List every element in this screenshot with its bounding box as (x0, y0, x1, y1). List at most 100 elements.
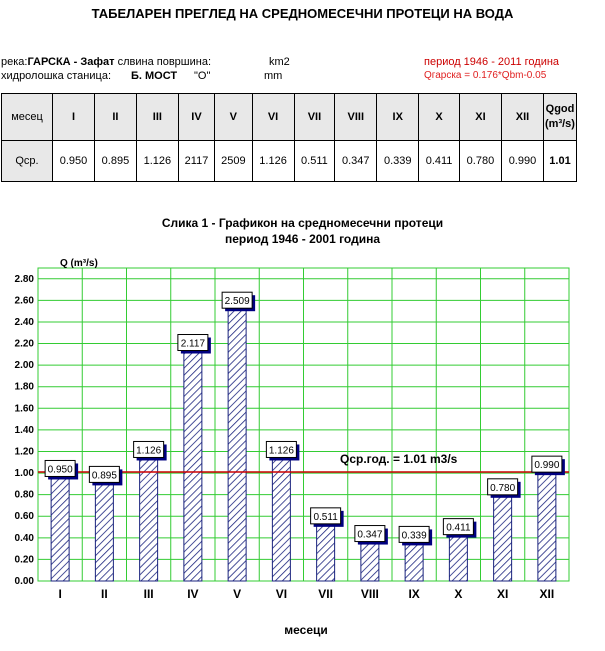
page-title: ТАБЕЛАРЕН ПРЕГЛЕД НА СРЕДНОМЕСЕЧНИ ПРОТЕ… (91, 6, 514, 21)
data-label: 1.126 (269, 445, 294, 456)
data-label: 0.895 (92, 470, 117, 481)
y-tick-label: 1.80 (15, 382, 35, 393)
y-tick-label: 0.00 (15, 576, 35, 587)
x-tick-label: XI (497, 587, 508, 601)
value-cell: 2117 (177, 140, 216, 182)
data-label: 0.511 (313, 512, 338, 523)
bar (227, 309, 247, 582)
y-tick-label: 1.40 (15, 425, 35, 436)
x-tick-label: IX (408, 587, 419, 601)
data-label-box (88, 465, 120, 483)
data-label: 1.126 (136, 445, 161, 456)
station-code: "O" (194, 70, 211, 82)
bar (50, 477, 70, 582)
y-tick-label: 2.00 (15, 360, 35, 371)
month-header-IV: IV (177, 93, 216, 141)
data-label: 0.990 (534, 460, 559, 471)
table-header-row: месец I II III IV V VI VII VIII IX X XI … (1, 93, 577, 141)
data-label-box (442, 518, 474, 536)
y-tick-label: 0.20 (15, 554, 35, 565)
x-axis-label: месеци (284, 623, 328, 637)
x-tick-label: VIII (361, 587, 379, 601)
x-tick-label: X (454, 587, 462, 601)
value-cell: 0.411 (418, 140, 460, 182)
bars (50, 309, 557, 582)
data-label: 0.339 (402, 530, 427, 541)
month-header-XII: XII (500, 93, 545, 141)
x-tick-label: VII (318, 587, 333, 601)
data-label-box (398, 525, 430, 543)
y-tick-label: 1.20 (15, 446, 35, 457)
x-tick-label: VI (276, 587, 287, 601)
reference-label: Qср.год. = 1.01 m3/s (340, 452, 458, 466)
data-label-box (44, 459, 76, 477)
bar (537, 473, 557, 582)
table-value-row: Qср. 0.950 0.895 1.126 2117 2509 1.126 0… (1, 140, 577, 182)
x-tick-label: V (233, 587, 241, 601)
annual-header-line1: Qgod (545, 103, 575, 115)
station-name: Б. МОСТ (131, 70, 178, 82)
data-label: 2.509 (225, 296, 250, 307)
data-label: 0.950 (48, 464, 73, 475)
data-labels: 0.950 0.895 1.126 2.117 2.509 1.126 0.511 0.347… (44, 291, 565, 546)
month-header-VII: VII (293, 93, 336, 141)
x-tick-label: XII (540, 587, 555, 601)
data-label-box (487, 478, 519, 496)
month-header-I: I (52, 93, 95, 141)
river-name: ГАРСКА - Зафат (27, 56, 115, 68)
y-tick-label: 0.40 (15, 533, 35, 544)
month-header-V: V (214, 93, 253, 141)
value-cell: 0.347 (334, 140, 378, 182)
station-label: хидролошка станица: (1, 70, 111, 82)
value-cell: 0.339 (376, 140, 420, 182)
month-header-II: II (93, 93, 137, 141)
value-cell: 0.780 (458, 140, 502, 182)
chart-caption-1: Слика 1 - Графикон на средномесечни прот… (161, 216, 444, 230)
annual-value-cell: 1.01 (543, 140, 577, 182)
reference: Qср.год. = 1.01 m3/s (38, 452, 569, 473)
data-label-box (354, 525, 386, 543)
grid (37, 267, 570, 582)
row-label-cell: Qср. (1, 140, 53, 182)
formula-text: Qгарска = 0.176*Qbm-0.05 (424, 70, 547, 81)
flow-table: месец I II III IV V VI VII VIII IX X XI … (1, 93, 577, 182)
bar (360, 543, 380, 582)
period-text: период 1946 - 2011 година (424, 56, 560, 68)
y-tick-label: 2.60 (15, 295, 35, 306)
x-tick-label: IV (187, 587, 198, 601)
bar (493, 496, 513, 582)
y-tick-label: 1.60 (15, 403, 35, 414)
bar (404, 543, 424, 582)
y-tick-label: 1.00 (15, 468, 35, 479)
data-label: 0.411 (446, 523, 471, 534)
bar (183, 352, 203, 582)
month-header-XI: XI (458, 93, 502, 141)
month-header-cell: месец (1, 93, 53, 141)
y-tick-label: 0.80 (15, 490, 35, 501)
x-tick-label: II (101, 587, 108, 601)
data-label-box (265, 440, 297, 458)
x-tick-label: I (58, 587, 61, 601)
bar (271, 458, 291, 582)
data-label-box (177, 334, 209, 352)
y-axis-label: Q (m³/s) (60, 258, 98, 269)
river-row: река:ГАРСКА - Зафат слвина површина: (1, 56, 211, 68)
chart-caption-2: период 1946 - 2001 година (224, 232, 381, 246)
data-label-box (310, 507, 342, 525)
month-header-IX: IX (376, 93, 420, 141)
y-tick-label: 0.60 (15, 511, 35, 522)
annual-header-cell: Qgod (m³/s) (543, 93, 577, 141)
y-tick-label: 2.20 (15, 339, 35, 350)
data-label-box (221, 291, 253, 309)
value-cell: 2509 (214, 140, 253, 182)
value-cell: 0.950 (52, 140, 95, 182)
bar (139, 458, 159, 582)
axes: 0.00 0.20 0.40 0.60 0.80 1.00 1.20 1.40 1.60 1.80… (15, 258, 555, 637)
data-label-box (133, 440, 165, 458)
bar (94, 483, 114, 582)
value-cell: 0.990 (500, 140, 545, 182)
x-tick-label: III (144, 587, 154, 601)
data-label: 2.117 (181, 339, 206, 350)
river-label: река: (1, 56, 28, 68)
